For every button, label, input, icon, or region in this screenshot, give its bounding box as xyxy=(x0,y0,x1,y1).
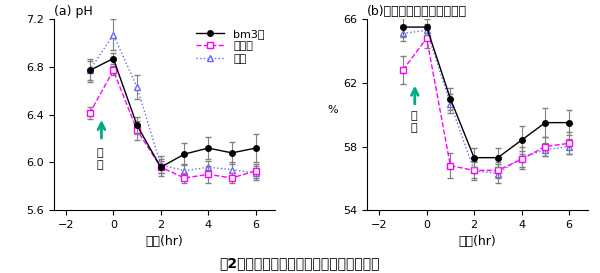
X-axis label: 時間(hr): 時間(hr) xyxy=(459,236,497,248)
Text: (b)総酸に対する酢酸の比率: (b)総酸に対する酢酸の比率 xyxy=(367,5,467,18)
Legend: bm3型, 通常型, 牛草: bm3型, 通常型, 牛草 xyxy=(192,25,269,68)
Text: 図2　飼料給与前後の第一胃液性状の変化: 図2 飼料給与前後の第一胃液性状の変化 xyxy=(220,256,380,270)
Text: 給
餌: 給 餌 xyxy=(97,148,104,170)
X-axis label: 時間(hr): 時間(hr) xyxy=(145,236,183,248)
Y-axis label: %: % xyxy=(327,105,338,115)
Text: 給
餌: 給 餌 xyxy=(410,111,417,133)
Text: (a) pH: (a) pH xyxy=(54,5,93,18)
